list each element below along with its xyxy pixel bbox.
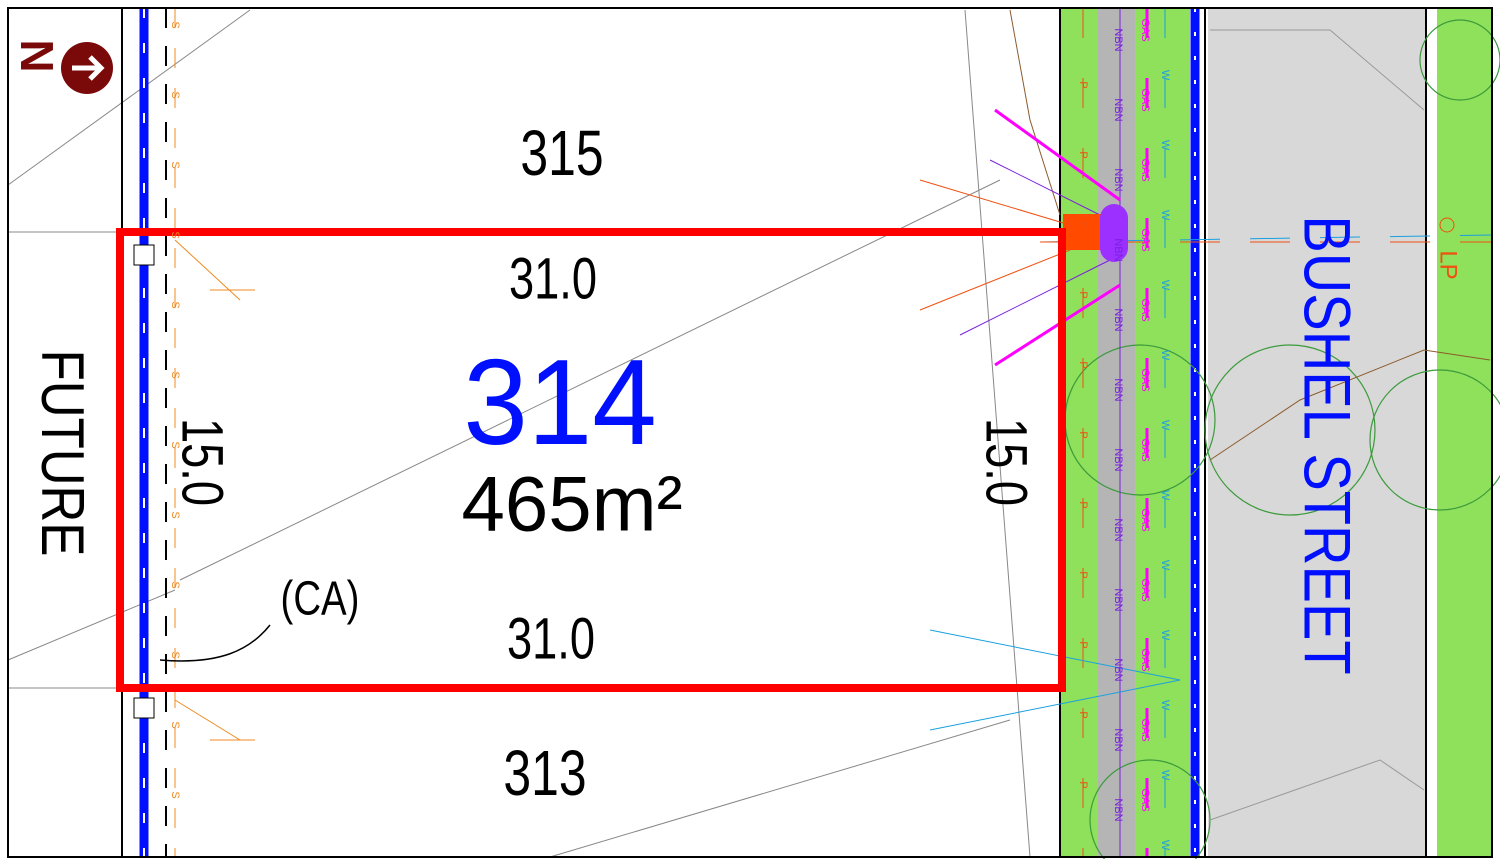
nbn-pit bbox=[1100, 204, 1128, 262]
utility-label: GAS bbox=[1139, 298, 1151, 321]
driveway bbox=[1209, 759, 1425, 821]
utility-label: S bbox=[169, 511, 181, 518]
utility-label: P bbox=[1077, 571, 1089, 578]
road-name: BUSHEL STREET bbox=[1291, 215, 1364, 674]
utility-label: NBN bbox=[1112, 588, 1124, 611]
utility-label: GAS bbox=[1139, 578, 1151, 601]
utility-label: GAS bbox=[1139, 508, 1151, 531]
light-pole-symbol bbox=[1439, 217, 1455, 233]
utility-label: GAS bbox=[1139, 18, 1151, 41]
path bbox=[1098, 8, 1135, 857]
easement-leader bbox=[159, 624, 271, 662]
utility-label: GAS bbox=[1139, 438, 1151, 461]
power-services bbox=[919, 179, 1071, 311]
utility-label: P bbox=[1077, 501, 1089, 508]
dimension: 15.0 bbox=[973, 418, 1038, 506]
utility-label: W bbox=[1159, 630, 1171, 641]
utility-label: NBN bbox=[1112, 728, 1124, 751]
contour bbox=[1209, 349, 1491, 461]
utility-label: P bbox=[1077, 291, 1089, 298]
lot-number: 313 bbox=[503, 738, 586, 809]
utility-label: P bbox=[1077, 711, 1089, 718]
driveway bbox=[1210, 29, 1425, 111]
utility-label: S bbox=[169, 721, 181, 728]
utility-label: S bbox=[169, 581, 181, 588]
utility-label: W bbox=[1159, 350, 1171, 361]
utility-label: GAS bbox=[1139, 368, 1151, 391]
nbn-services bbox=[959, 159, 1111, 336]
utility-label: W bbox=[1159, 210, 1171, 221]
utility-label: W bbox=[1159, 420, 1171, 431]
utility-label: W bbox=[1159, 70, 1171, 81]
road bbox=[1208, 8, 1425, 857]
utility-label: S bbox=[169, 91, 181, 98]
dimension: 15.0 bbox=[169, 418, 234, 506]
dimension: 31.0 bbox=[509, 247, 597, 312]
frame bbox=[7, 7, 1493, 858]
utility-label: P bbox=[1077, 151, 1089, 158]
utility-label: S bbox=[169, 441, 181, 448]
lot-number: 315 bbox=[520, 118, 603, 189]
utility-label: W bbox=[1159, 280, 1171, 291]
light-pole-label: LP bbox=[1435, 250, 1462, 279]
verge bbox=[1437, 8, 1492, 857]
utility-label: NBN bbox=[1112, 98, 1124, 121]
utility-label: GAS bbox=[1139, 788, 1151, 811]
north-arrow-head bbox=[72, 55, 105, 81]
utility-label: S bbox=[169, 301, 181, 308]
utility-label: W bbox=[1159, 140, 1171, 151]
utility-label: GAS bbox=[1139, 718, 1151, 741]
utility-labels: GAS GAS GAS GAS GAS GAS GAS GAS GAS GAS GAS GAS NBN N… bbox=[169, 18, 1171, 850]
utility-label: NBN bbox=[1112, 378, 1124, 401]
utility-label: S bbox=[169, 371, 181, 378]
utility-label: GAS bbox=[1139, 648, 1151, 671]
utility-label: P bbox=[1077, 221, 1089, 228]
utility-label: NBN bbox=[1112, 308, 1124, 331]
utility-label: GAS bbox=[1139, 88, 1151, 111]
dimension: 31.0 bbox=[507, 607, 595, 672]
verge bbox=[1135, 8, 1190, 857]
pit bbox=[133, 697, 155, 719]
utility-label: GAS bbox=[1139, 228, 1151, 251]
utility-label: NBN bbox=[1112, 28, 1124, 51]
utility-label: P bbox=[1077, 781, 1089, 788]
utility-label: P bbox=[1077, 361, 1089, 368]
utility-label: P bbox=[1077, 81, 1089, 88]
pit bbox=[133, 244, 155, 266]
utility-label: P bbox=[1077, 431, 1089, 438]
water-services bbox=[929, 629, 1181, 731]
utility-label: W bbox=[1159, 840, 1171, 851]
utility-label: P bbox=[1077, 641, 1089, 648]
utility-label: S bbox=[169, 651, 181, 658]
contour bbox=[1009, 9, 1061, 216]
utility-label: NBN bbox=[1112, 518, 1124, 541]
utility-label: S bbox=[169, 161, 181, 168]
road-name: FUTURE bbox=[29, 350, 96, 557]
utility-label: GAS bbox=[1139, 158, 1151, 181]
utility-label: NBN bbox=[1112, 798, 1124, 821]
utility-label: W bbox=[1159, 700, 1171, 711]
utility-label: S bbox=[169, 21, 181, 28]
subject-lot bbox=[116, 228, 1066, 692]
utility-label: S bbox=[169, 791, 181, 798]
utility-label: W bbox=[1159, 490, 1171, 501]
gas-services bbox=[994, 108, 1121, 367]
utility-label: S bbox=[169, 231, 181, 238]
power-pit bbox=[1063, 214, 1103, 250]
north-label: N bbox=[11, 39, 63, 72]
sewer-junctions bbox=[174, 239, 255, 741]
utility-label: NBN bbox=[1112, 448, 1124, 471]
lot-area: 465m² bbox=[461, 460, 682, 548]
utility-label: W bbox=[1159, 560, 1171, 571]
lot-number: 314 bbox=[463, 335, 656, 471]
easement-label: (CA) bbox=[281, 573, 360, 626]
utility-label: NBN bbox=[1112, 238, 1124, 261]
utility-label: NBN bbox=[1112, 658, 1124, 681]
utility-label: W bbox=[1159, 770, 1171, 781]
utility-label: NBN bbox=[1112, 168, 1124, 191]
